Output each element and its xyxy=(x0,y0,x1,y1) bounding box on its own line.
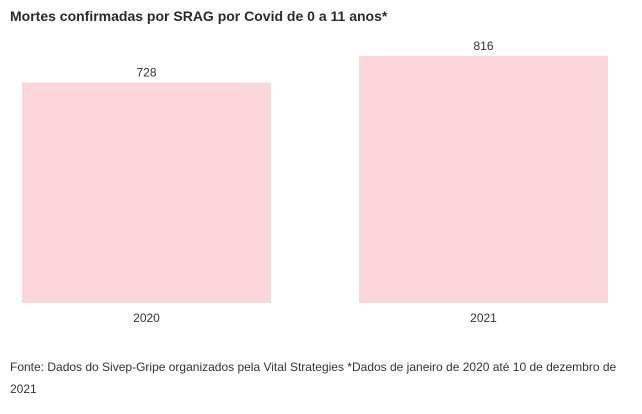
source-note: Fonte: Dados do Sivep-Gripe organizados … xyxy=(10,360,617,396)
bar-2020 xyxy=(22,82,271,303)
data-label-2020: 728 xyxy=(136,66,156,80)
data-label-2021: 816 xyxy=(473,39,493,53)
x-tick-label-2020: 2020 xyxy=(133,311,160,325)
chart-title: Mortes confirmadas por SRAG por Covid de… xyxy=(10,8,388,24)
bar-chart: 728 2020 816 2021 xyxy=(22,39,608,325)
bar-2021 xyxy=(359,56,608,303)
x-tick-label-2021: 2021 xyxy=(470,311,497,325)
